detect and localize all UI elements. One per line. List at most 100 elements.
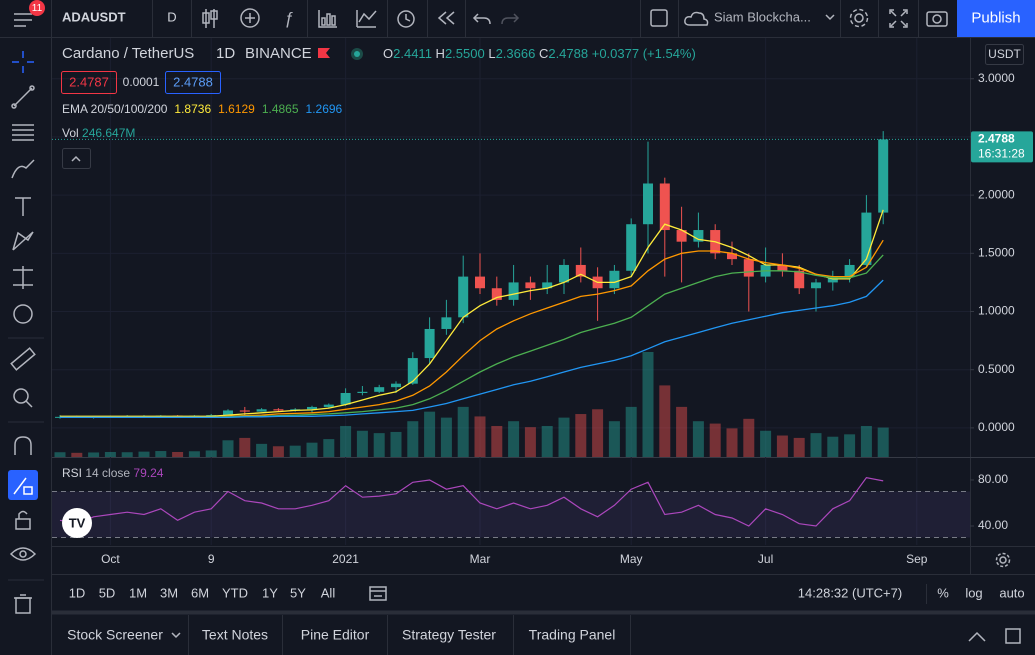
alert-icon[interactable] bbox=[397, 10, 415, 28]
market-status-dot bbox=[354, 51, 360, 57]
range-button[interactable]: 3M bbox=[160, 585, 178, 600]
candle-body bbox=[861, 212, 872, 265]
lock-tool[interactable] bbox=[15, 510, 31, 530]
bottom-tab[interactable]: Pine Editor bbox=[301, 627, 370, 643]
trendline-tool[interactable] bbox=[11, 85, 35, 109]
volume-bar bbox=[642, 352, 654, 457]
replay-icon[interactable] bbox=[437, 11, 455, 25]
undo-icon[interactable] bbox=[472, 13, 491, 25]
range-button[interactable]: All bbox=[321, 585, 336, 600]
candle-body bbox=[424, 328, 435, 359]
scale-option[interactable]: % bbox=[937, 585, 949, 600]
candle-body bbox=[794, 270, 805, 289]
maximize-icon[interactable] bbox=[1005, 628, 1021, 644]
sell-price[interactable]: 2.4787 bbox=[69, 74, 109, 89]
rsi-band bbox=[52, 491, 970, 538]
volume-bar bbox=[541, 425, 553, 457]
settings-icon[interactable] bbox=[849, 8, 869, 28]
candle-body bbox=[206, 415, 217, 417]
expand-icon[interactable] bbox=[968, 631, 986, 642]
logo[interactable] bbox=[62, 508, 92, 538]
volume-bar bbox=[138, 451, 150, 457]
magnet-tool[interactable] bbox=[14, 436, 32, 455]
candle-body bbox=[307, 406, 317, 410]
date-range-icon[interactable] bbox=[369, 586, 387, 601]
collapse-icon[interactable] bbox=[71, 155, 81, 162]
bottom-tab[interactable]: Stock Screener bbox=[67, 627, 163, 643]
range-button[interactable]: 6M bbox=[191, 585, 209, 600]
logo-mark[interactable]: TV bbox=[69, 515, 86, 530]
y-tick-label: 1.5000 bbox=[978, 245, 1015, 259]
redo-icon[interactable] bbox=[501, 13, 520, 25]
emoji-tool[interactable] bbox=[13, 304, 33, 324]
x-tick-label: Jul bbox=[758, 552, 773, 566]
chart-type-icon[interactable] bbox=[202, 9, 218, 28]
layout-icon[interactable] bbox=[650, 9, 668, 27]
range-button[interactable]: 1D bbox=[69, 585, 86, 600]
fullscreen-icon[interactable] bbox=[889, 9, 908, 28]
candle-body bbox=[323, 404, 334, 407]
account-name[interactable]: Siam Blockcha... bbox=[714, 9, 811, 24]
ruler-tool[interactable] bbox=[10, 347, 36, 371]
publish-label[interactable]: Publish bbox=[971, 9, 1020, 26]
rsi-params: 14 close bbox=[85, 466, 130, 480]
volume-bar bbox=[810, 433, 822, 457]
volume-bar bbox=[793, 437, 805, 457]
scale-option[interactable]: auto bbox=[999, 585, 1024, 600]
candle-body bbox=[223, 410, 233, 416]
zoom-tool[interactable] bbox=[13, 388, 33, 408]
prediction-tool[interactable] bbox=[13, 266, 33, 289]
scale-option[interactable]: log bbox=[965, 585, 982, 600]
symbol[interactable]: ADAUSDT bbox=[62, 9, 126, 24]
lock-drawing-tool[interactable] bbox=[8, 470, 38, 500]
dropdown-icon[interactable] bbox=[825, 14, 835, 21]
indicators-icon[interactable] bbox=[240, 8, 260, 28]
crosshair-tool[interactable] bbox=[12, 51, 34, 73]
volume-bar bbox=[407, 421, 419, 457]
flag-icon[interactable] bbox=[318, 48, 330, 58]
currency[interactable]: USDT bbox=[988, 47, 1021, 61]
volume-bar bbox=[356, 430, 368, 457]
pattern-tool[interactable] bbox=[12, 231, 34, 251]
volume-bar bbox=[844, 434, 856, 457]
text-tool[interactable] bbox=[15, 197, 31, 216]
dropdown-icon[interactable] bbox=[171, 632, 181, 639]
snapshot-icon[interactable] bbox=[926, 11, 948, 27]
templates-icon[interactable] bbox=[318, 10, 337, 28]
range-button[interactable]: 1Y bbox=[262, 585, 278, 600]
currency-box[interactable] bbox=[985, 44, 1024, 65]
candle-body bbox=[340, 392, 351, 405]
clock[interactable]: 14:28:32 (UTC+7) bbox=[798, 585, 902, 600]
ema-line bbox=[60, 209, 884, 417]
sell-box[interactable] bbox=[61, 71, 117, 94]
candle-body bbox=[811, 282, 821, 289]
legend-exchange: BINANCE bbox=[245, 45, 312, 62]
range-button[interactable]: YTD bbox=[222, 585, 248, 600]
ohlc-key: C bbox=[539, 46, 548, 61]
volume-bar bbox=[289, 445, 301, 457]
compare-icon[interactable] bbox=[356, 10, 377, 28]
publish-button[interactable] bbox=[957, 0, 1035, 37]
range-button[interactable]: 5Y bbox=[290, 585, 306, 600]
candle-body bbox=[643, 183, 653, 225]
x-tick-label: 2021 bbox=[332, 552, 359, 566]
buy-box[interactable] bbox=[165, 71, 221, 94]
bottom-tab[interactable]: Strategy Tester bbox=[402, 627, 496, 643]
bottom-tab[interactable]: Text Notes bbox=[202, 627, 268, 643]
volume-bar bbox=[508, 421, 520, 457]
candle-body bbox=[878, 139, 889, 213]
volume-bar bbox=[390, 431, 402, 457]
candle-body bbox=[491, 288, 502, 300]
visibility-tool[interactable] bbox=[9, 547, 37, 561]
interval[interactable]: D bbox=[167, 9, 176, 24]
fx-icon[interactable]: ƒ bbox=[284, 8, 293, 27]
buy-price[interactable]: 2.4788 bbox=[173, 74, 213, 89]
brush-tool[interactable] bbox=[11, 159, 35, 179]
range-button[interactable]: 5D bbox=[99, 585, 116, 600]
range-button[interactable]: 1M bbox=[129, 585, 147, 600]
bottom-tab[interactable]: Trading Panel bbox=[529, 627, 616, 643]
delete-tool[interactable] bbox=[14, 594, 32, 614]
axis-settings-icon[interactable] bbox=[995, 552, 1011, 568]
fib-tool[interactable] bbox=[12, 124, 34, 141]
menu-icon[interactable] bbox=[14, 13, 32, 27]
